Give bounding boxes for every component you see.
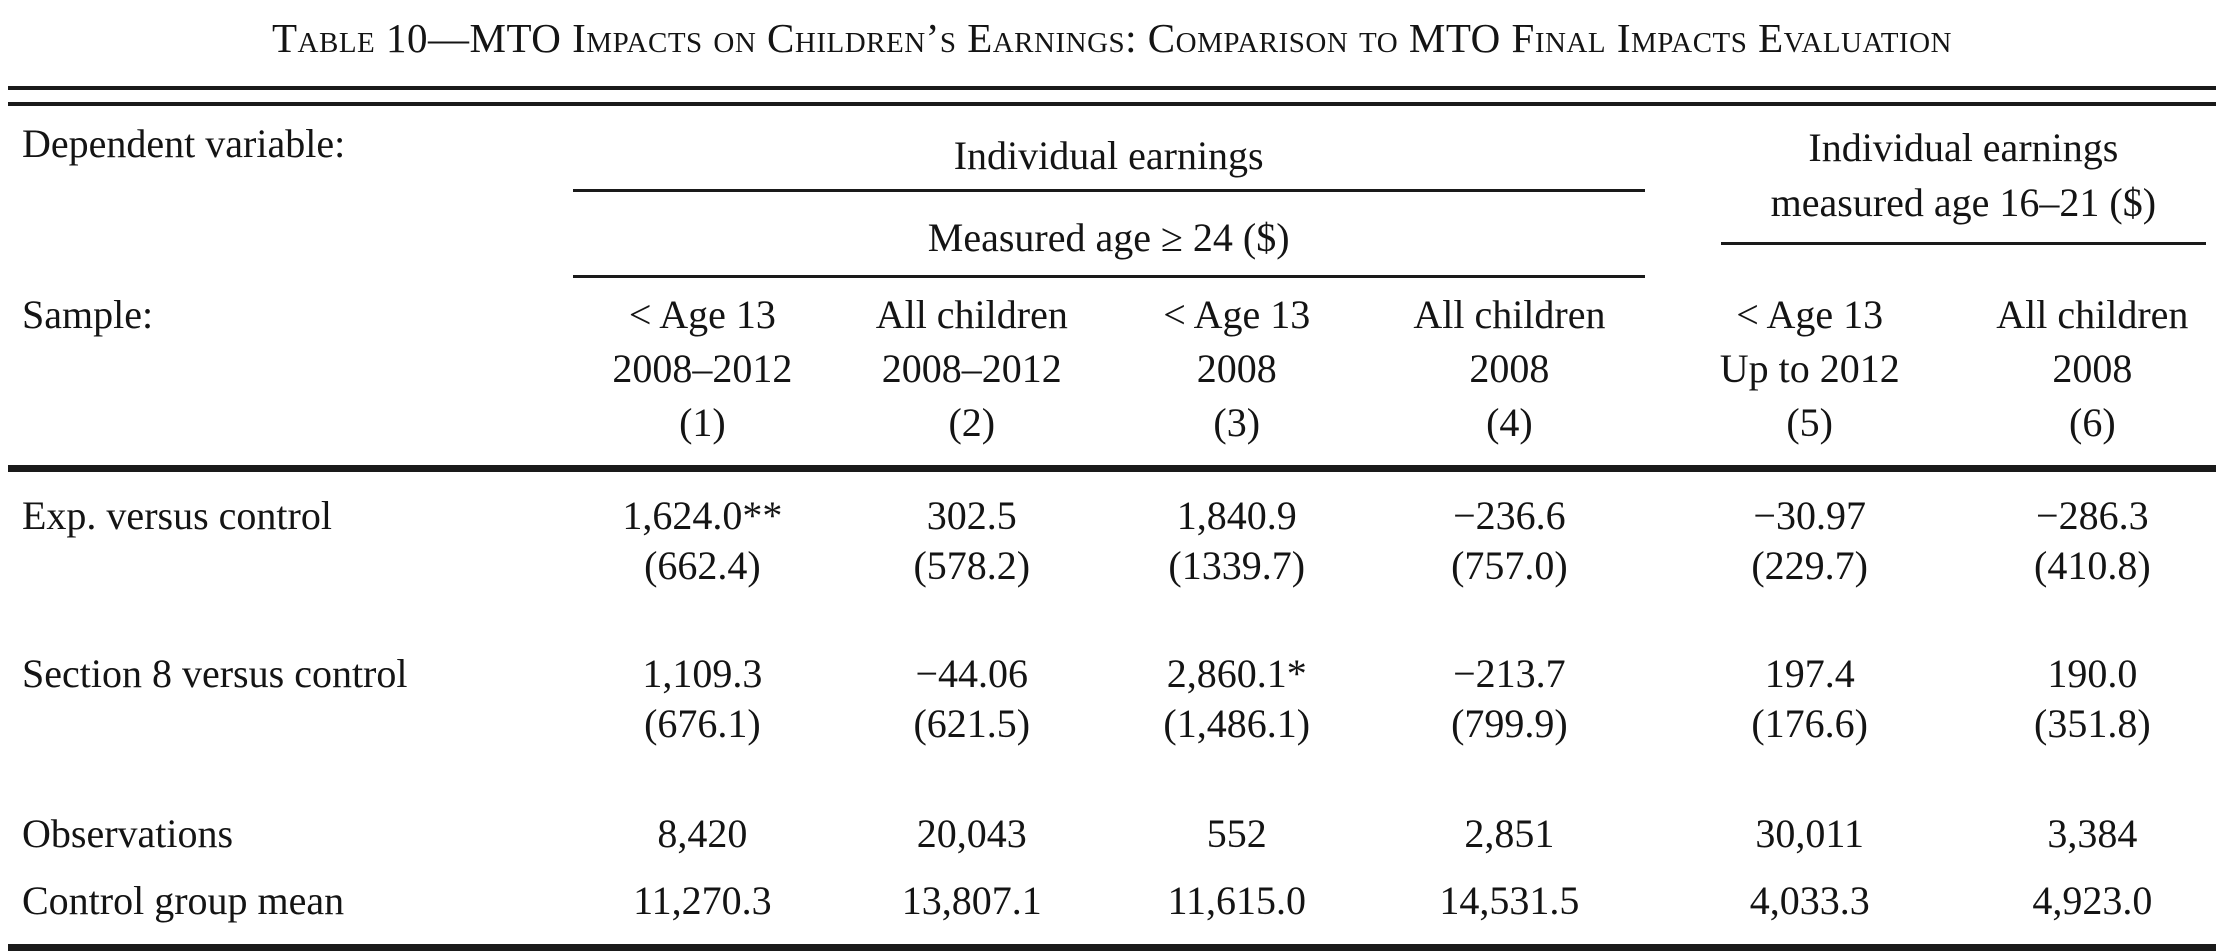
- spanner-individual-earnings: Individual earnings: [567, 106, 1651, 192]
- row-section8-vs-control-se: (676.1) (621.5) (1,486.1) (799.9) (176.6…: [8, 698, 2216, 750]
- estimate-cell: −44.06: [915, 650, 1029, 696]
- stderr-cell: (351.8): [2034, 700, 2151, 746]
- estimate-cell: 1,624.0**: [622, 492, 783, 538]
- dependent-variable-label: Dependent variable:: [22, 121, 346, 166]
- stat-label: Control group mean: [8, 864, 567, 951]
- estimate-cell: 1,109.3: [642, 650, 763, 696]
- stderr-cell: (410.8): [2034, 542, 2151, 588]
- col5-period: Up to 2012: [1719, 346, 1900, 391]
- stderr-cell: (799.9): [1451, 700, 1568, 746]
- row-section8-vs-control: Section 8 versus control 1,109.3 −44.06 …: [8, 604, 2216, 698]
- estimate-cell: 190.0: [2047, 650, 2138, 696]
- estimate-cell: 197.4: [1764, 650, 1855, 696]
- col5-sample: < Age 13: [1736, 292, 1884, 337]
- header-row-spanners: Dependent variable: Individual earnings …: [8, 106, 2216, 246]
- estimate-cell: −213.7: [1453, 650, 1566, 696]
- stderr-cell: (176.6): [1751, 700, 1868, 746]
- col6-sample: All children: [1996, 292, 2189, 337]
- estimate-cell: 2,860.1*: [1166, 650, 1307, 696]
- column-header-4: All children 2008 (4): [1368, 278, 1651, 472]
- col4-period: 2008: [1469, 346, 1550, 391]
- col1-period: 2008–2012: [612, 346, 793, 391]
- col6-period: 2008: [2052, 346, 2133, 391]
- results-table: Dependent variable: Individual earnings …: [8, 106, 2216, 951]
- col2-period: 2008–2012: [881, 346, 1062, 391]
- top-double-rule: [8, 86, 2216, 106]
- stderr-cell: (229.7): [1751, 542, 1868, 588]
- col2-number: (2): [948, 400, 996, 445]
- col6-number: (6): [2069, 400, 2116, 445]
- table-title: Table 10—MTO Impacts on Children’s Earni…: [272, 15, 1952, 61]
- estimate-cell: 302.5: [926, 492, 1017, 538]
- row-exp-vs-control-se: (662.4) (578.2) (1339.7) (757.0) (229.7)…: [8, 540, 2216, 592]
- stat-value: 3,384: [2047, 810, 2138, 856]
- spacer-row: [8, 592, 2216, 604]
- col1-sample: < Age 13: [628, 292, 776, 337]
- stderr-cell: (578.2): [913, 542, 1031, 588]
- stat-value: 2,851: [1464, 810, 1555, 856]
- stat-value: 8,420: [657, 810, 748, 856]
- estimate-cell: −286.3: [2036, 492, 2149, 538]
- row-label: Section 8 versus control: [22, 650, 408, 696]
- col4-sample: All children: [1413, 292, 1606, 337]
- col3-number: (3): [1213, 400, 1261, 445]
- column-header-row: Sample: < Age 13 2008–2012 (1) All child…: [8, 278, 2216, 472]
- column-header-5: < Age 13 Up to 2012 (5): [1650, 278, 1969, 472]
- stat-value: 552: [1206, 810, 1267, 856]
- stat-value: 13,807.1: [838, 864, 1106, 951]
- stderr-cell: (1339.7): [1168, 542, 1306, 588]
- stderr-cell: (621.5): [913, 700, 1031, 746]
- estimate-cell: −236.6: [1453, 492, 1566, 538]
- column-header-3: < Age 13 2008 (3): [1105, 278, 1369, 472]
- spanner-earnings-16-21: Individual earnings measured age 16–21 (…: [1651, 106, 2216, 278]
- col3-sample: < Age 13: [1163, 292, 1311, 337]
- estimate-cell: 1,840.9: [1176, 492, 1297, 538]
- stderr-cell: (676.1): [644, 700, 761, 746]
- header-row-subspanner: Measured age ≥ 24 ($): [8, 192, 2216, 278]
- col4-number: (4): [1486, 400, 1533, 445]
- row-observations: Observations 8,420 20,043 552 2,851 30,0…: [8, 750, 2216, 865]
- row-label: Exp. versus control: [22, 492, 332, 538]
- spanner-measured-age-24: Measured age ≥ 24 ($): [567, 192, 1651, 278]
- row-exp-vs-control: Exp. versus control 1,624.0** 302.5 1,84…: [8, 468, 2216, 540]
- stat-value: 4,923.0: [1968, 864, 2216, 951]
- col2-sample: All children: [875, 292, 1068, 337]
- col3-period: 2008: [1196, 346, 1277, 391]
- stderr-cell: (662.4): [644, 542, 761, 588]
- col5-number: (5): [1786, 400, 1833, 445]
- stat-value: 11,270.3: [566, 864, 839, 951]
- stat-value: 11,615.0: [1105, 864, 1369, 951]
- row-control-group-mean: Control group mean 11,270.3 13,807.1 11,…: [8, 864, 2216, 951]
- stat-value: 14,531.5: [1368, 864, 1651, 951]
- column-header-1: < Age 13 2008–2012 (1): [566, 278, 839, 472]
- stat-value: 4,033.3: [1650, 864, 1969, 951]
- spanner-earnings-16-21-line1: Individual earnings: [1808, 125, 2119, 170]
- column-header-2: All children 2008–2012 (2): [838, 278, 1106, 472]
- estimate-cell: −30.97: [1753, 492, 1866, 538]
- col1-number: (1): [679, 400, 726, 445]
- stat-value: 20,043: [916, 810, 1027, 856]
- spanner-earnings-16-21-line2: measured age 16–21 ($): [1770, 180, 2157, 226]
- sample-label: Sample:: [8, 278, 567, 472]
- column-header-6: All children 2008 (6): [1968, 278, 2216, 472]
- stderr-cell: (757.0): [1451, 542, 1568, 588]
- stat-value: 30,011: [1755, 810, 1864, 856]
- stderr-cell: (1,486.1): [1163, 700, 1311, 746]
- stat-label: Observations: [22, 810, 234, 856]
